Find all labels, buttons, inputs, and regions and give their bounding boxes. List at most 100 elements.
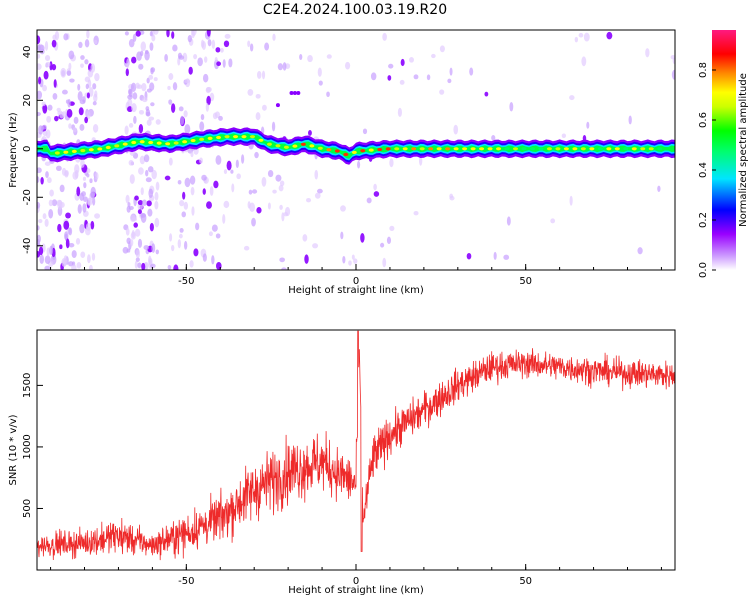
- spectrogram-noise-blob: [628, 115, 632, 125]
- spectrogram-noise-blob: [206, 30, 211, 37]
- spectrogram-noise-blob: [77, 83, 81, 91]
- spectrogram-peak: [479, 147, 485, 151]
- spectrogram-peak: [326, 148, 332, 152]
- spectrogram-noise-blob: [37, 202, 41, 209]
- spectrogram-noise-blob: [202, 253, 207, 262]
- spectrogram-peak: [546, 147, 552, 151]
- spectrogram-noise-blob: [76, 262, 82, 269]
- spectrogram-noise-blob: [223, 200, 230, 209]
- spectrogram-noise-blob: [125, 68, 129, 77]
- spectrogram-noise-blob: [128, 38, 135, 48]
- spectrogram-noise-blob: [89, 264, 93, 270]
- spectrogram-noise-blob: [171, 244, 175, 252]
- spectrogram-peak: [453, 147, 459, 151]
- spectrogram-noise-blob: [271, 121, 276, 132]
- spectrogram-noise-blob: [267, 169, 274, 178]
- spectrogram-noise-blob: [37, 167, 42, 174]
- spectrogram-noise-blob: [469, 67, 474, 76]
- spectrogram-y-axis-label: Frequency (Hz): [8, 112, 19, 188]
- spectrogram-noise-blob: [49, 189, 54, 197]
- spectrogram-noise-blob: [284, 206, 291, 217]
- spectrogram-noise-blob: [264, 42, 270, 51]
- spectrogram-noise-blob: [71, 264, 77, 270]
- spectrogram-noise-blob: [154, 200, 159, 210]
- spectrogram-noise-blob: [484, 91, 489, 97]
- spectrogram-noise-blob: [126, 237, 131, 245]
- spectrogram-noise-blob: [178, 55, 185, 60]
- spectrogram-noise-blob: [261, 176, 267, 187]
- spectrogram-noise-blob: [68, 123, 72, 129]
- spectrogram-y-ticks: -40 -20 0 20 40: [22, 45, 43, 254]
- spectrogram-noise-blob: [86, 173, 90, 178]
- spectrogram-noise-blob: [128, 205, 134, 210]
- spectrogram-noise-blob: [78, 107, 84, 116]
- spectrogram-noise-blob: [389, 158, 394, 168]
- spectrogram-noise-blob: [150, 102, 155, 107]
- spectrogram-noise-blob: [92, 123, 99, 133]
- spectrogram-noise-blob: [66, 70, 72, 76]
- spectrogram-noise-blob: [131, 56, 137, 64]
- spectrogram-peak: [249, 135, 255, 139]
- spectrogram-noise-blob: [214, 111, 220, 119]
- spectrogram-noise-blob: [155, 119, 161, 125]
- spectrogram-noise-blob: [251, 189, 258, 194]
- spectrogram-noise-blob: [317, 67, 322, 77]
- spectrogram-noise-blob: [366, 197, 372, 204]
- spectrogram-noise-blob: [168, 73, 174, 81]
- spectrogram-noise-blob: [42, 124, 47, 130]
- spectrogram-noise-blob: [449, 67, 453, 76]
- spectrogram-noise-blob: [351, 254, 355, 260]
- spectrogram-noise-blob: [399, 79, 405, 85]
- spectrogram-noise-blob: [183, 110, 188, 118]
- spectrogram-peak: [216, 135, 222, 140]
- spectrogram-noise-blob: [57, 199, 63, 210]
- spectrogram-noise-blob: [53, 79, 57, 88]
- spectrogram-noise-blob: [173, 264, 179, 270]
- spectrogram-noise-blob: [73, 116, 79, 125]
- spectrogram-noise-blob: [574, 36, 579, 43]
- spectrogram-noise-blob: [317, 188, 323, 194]
- spectrogram-noise-blob: [426, 74, 431, 81]
- colorbar-gradient: [712, 30, 736, 270]
- spectrogram-peak: [80, 148, 86, 153]
- spectrogram-noise-blob: [125, 194, 130, 204]
- spectrogram-noise-blob: [44, 255, 51, 265]
- figure-title: C2E4.2024.100.03.19.R20: [263, 2, 447, 18]
- spectrogram-peak: [368, 148, 374, 152]
- spectrogram-noise-blob: [44, 40, 49, 51]
- spectrogram-noise-blob: [272, 33, 276, 41]
- spectrogram-peak: [258, 138, 264, 142]
- spectrogram-noise-blob: [130, 214, 136, 222]
- spectrogram-peak: [97, 147, 103, 151]
- spectrogram-noise-blob: [439, 45, 445, 53]
- spectrogram-noise-blob: [44, 55, 51, 62]
- spectrogram-noise-blob: [184, 124, 191, 134]
- spectrogram-noise-blob: [130, 82, 137, 93]
- spectrogram-noise-blob: [304, 254, 309, 264]
- spectrogram-noise-blob: [37, 44, 41, 52]
- colorbar: 0.0 0.2 0.4 0.6 0.8 Normalized spectral ampl…: [698, 30, 749, 278]
- spectrogram-noise-blob: [149, 82, 155, 91]
- spectrogram-peak: [148, 140, 154, 145]
- spectrogram-noise-blob: [44, 218, 49, 227]
- spectrogram-noise-blob: [86, 111, 91, 120]
- colorbar-label: Normalized spectral amplitude: [738, 73, 749, 227]
- spectrogram-noise-blob: [205, 87, 211, 94]
- spectrogram-noise-blob: [133, 115, 137, 124]
- spectrogram-noise-blob: [141, 199, 147, 206]
- spectrogram-noise-blob: [87, 198, 91, 205]
- spectrogram-noise-blob: [220, 47, 224, 53]
- spectrogram-noise-blob: [49, 245, 54, 256]
- spectrogram-peak: [317, 146, 323, 150]
- spectrogram-peak: [657, 147, 663, 151]
- spectrogram-peak: [283, 145, 289, 149]
- spectrogram-noise-blob: [84, 59, 89, 65]
- spectrogram-noise-blob: [202, 188, 206, 195]
- spectrogram-noise-blob: [247, 40, 251, 48]
- spectrogram-noise-blob: [506, 216, 511, 226]
- spectrogram-noise-blob: [64, 231, 69, 241]
- spectrogram-noise-blob: [134, 228, 141, 237]
- spectrogram-noise-blob: [139, 155, 146, 165]
- spectrogram-noise-blob: [85, 83, 89, 90]
- spectrogram-noise-blob: [38, 76, 42, 85]
